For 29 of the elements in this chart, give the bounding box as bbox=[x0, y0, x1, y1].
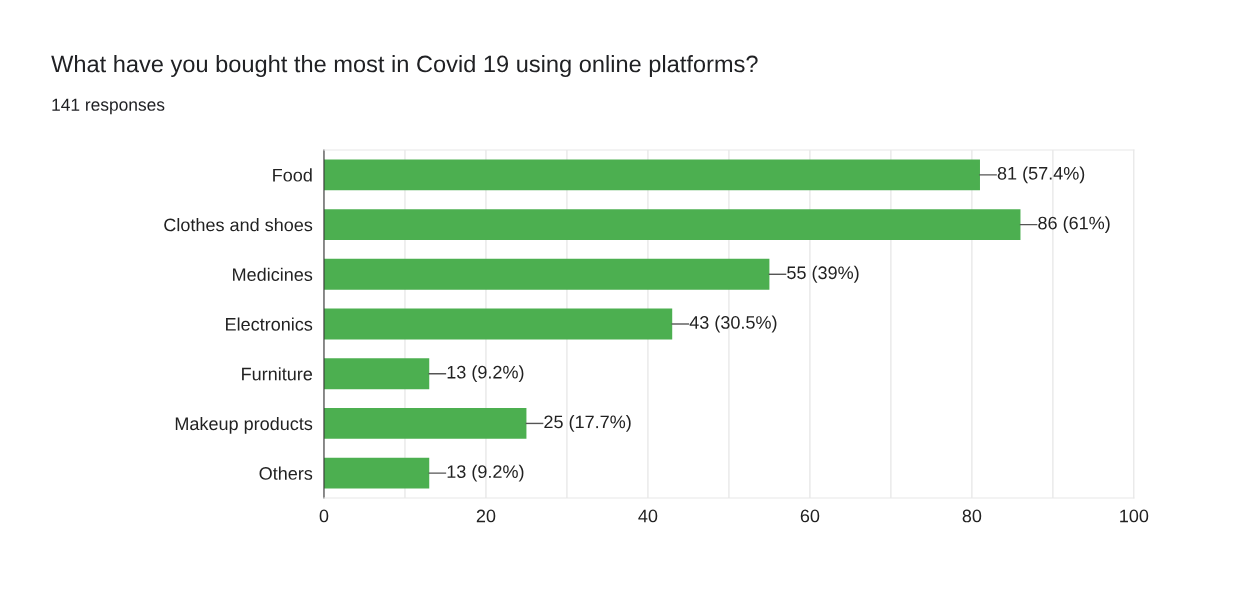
x-tick-label: 40 bbox=[638, 509, 658, 523]
x-tick-label: 0 bbox=[319, 509, 329, 523]
bar bbox=[323, 358, 430, 390]
x-tick-label: 80 bbox=[962, 509, 982, 523]
y-tick-label: Makeup products bbox=[175, 416, 313, 434]
x-tick-label: 20 bbox=[476, 509, 496, 523]
bar bbox=[323, 258, 770, 290]
bar bbox=[323, 308, 673, 340]
y-tick-label: Furniture bbox=[242, 367, 313, 381]
data-label: 86 (61%) bbox=[1038, 216, 1110, 233]
data-label: 13 (9.2%) bbox=[447, 365, 524, 383]
bar bbox=[323, 209, 1021, 240]
y-tick-label: Electronics bbox=[226, 317, 313, 331]
x-tick-label: 60 bbox=[800, 509, 820, 523]
data-label: 81 (57.4%) bbox=[997, 166, 1085, 184]
bar bbox=[323, 159, 980, 191]
y-tick-label: Others bbox=[259, 466, 313, 480]
y-tick-label: Medicines bbox=[233, 267, 313, 282]
data-label: 25 (17.7%) bbox=[544, 415, 631, 432]
x-tick-label: 100 bbox=[1120, 509, 1149, 523]
y-tick-label: Clothes and shoes bbox=[164, 218, 313, 232]
bar bbox=[323, 457, 430, 489]
y-tick-label: Food bbox=[273, 168, 312, 182]
text: 141 responses bbox=[52, 98, 165, 115]
data-label: 55 (39%) bbox=[787, 265, 859, 283]
data-label: 43 (30.5%) bbox=[689, 315, 777, 333]
data-label: 13 (9.2%) bbox=[447, 464, 524, 482]
bar bbox=[323, 408, 527, 439]
chart-title: What have you bought the most in Covid 19 using online platforms? bbox=[51, 55, 758, 77]
